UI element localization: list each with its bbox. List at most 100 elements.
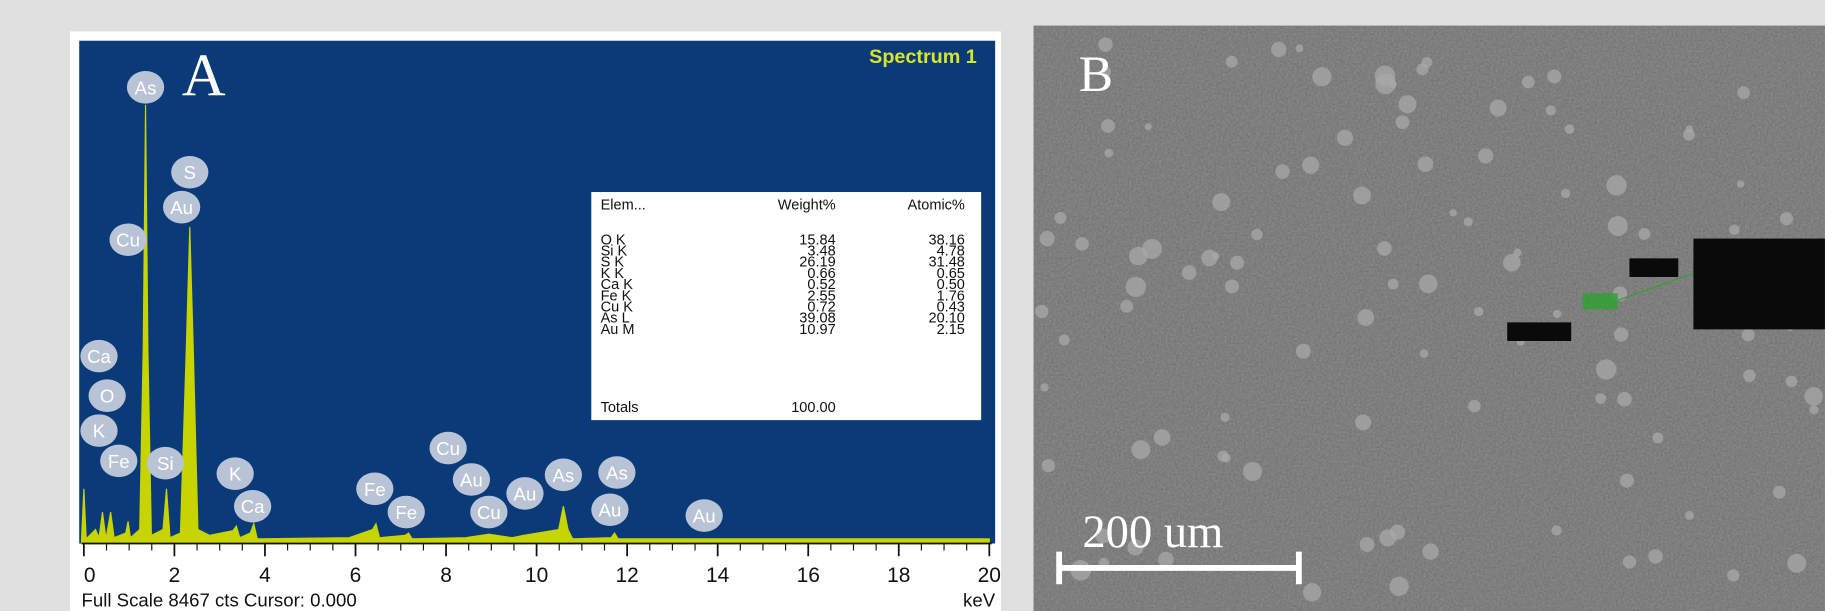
peak-label: Ca: [241, 496, 265, 517]
particle: [1606, 175, 1626, 195]
x-tick-label: 14: [706, 564, 730, 587]
particle: [1302, 157, 1319, 174]
particle: [1303, 583, 1321, 601]
table-cell: Au M: [601, 322, 635, 338]
x-tick-label: 6: [350, 564, 362, 587]
particle: [1035, 305, 1048, 318]
particle: [1353, 187, 1371, 205]
particle: [1296, 44, 1304, 52]
particle: [1120, 300, 1133, 313]
particle: [1218, 451, 1229, 462]
particle: [1212, 252, 1219, 259]
particle: [1375, 66, 1396, 87]
particle: [1040, 231, 1055, 246]
particle: [1416, 63, 1428, 75]
peak-label: Au: [170, 197, 193, 218]
x-tick-label: 4: [259, 564, 271, 587]
particle: [1419, 275, 1438, 294]
peak-label: Si: [157, 453, 174, 474]
particle: [1787, 554, 1806, 573]
table-total: 100.00: [791, 400, 835, 416]
x-tick-label: 12: [615, 564, 638, 587]
particle: [1727, 569, 1739, 581]
particle: [1773, 486, 1786, 499]
particle: [1623, 555, 1636, 568]
particle: [1379, 529, 1396, 546]
peak-label: Au: [460, 469, 483, 490]
table-cell: 2.15: [937, 322, 965, 338]
particle: [1737, 86, 1750, 99]
particle: [1468, 400, 1480, 412]
panel-label: B: [1079, 46, 1113, 103]
peak-label: Cu: [436, 438, 460, 459]
particle: [1420, 349, 1429, 358]
particle: [1522, 76, 1535, 89]
measurement-tag: [1507, 322, 1571, 341]
x-tick-label: 8: [440, 564, 452, 587]
particle: [1551, 525, 1561, 535]
particle: [1355, 414, 1371, 430]
x-unit: keV: [963, 589, 996, 610]
particle: [1561, 189, 1570, 198]
table-total: Totals: [601, 400, 639, 416]
table-header: Atomic%: [908, 197, 965, 213]
particle: [1145, 123, 1152, 130]
peak-label: Au: [599, 500, 622, 521]
particle: [1474, 307, 1483, 316]
peak-label: S: [184, 162, 196, 183]
particle: [1595, 393, 1606, 404]
particle: [1422, 543, 1438, 559]
particle: [1652, 432, 1663, 443]
particle: [1059, 335, 1070, 346]
particle: [1388, 279, 1399, 290]
particle: [1075, 237, 1089, 251]
footer: Full Scale 8467 cts Cursor: 0.000: [82, 589, 357, 610]
particle: [1596, 359, 1616, 379]
measurement-tag: [1629, 258, 1678, 277]
particle: [1142, 239, 1162, 259]
particle: [1271, 42, 1286, 57]
peak-label: Au: [514, 483, 537, 504]
composition-table: [591, 192, 981, 420]
particle: [1275, 164, 1289, 178]
particle: [1450, 209, 1457, 216]
measurement-box: [1693, 239, 1825, 330]
figure: Spectrum 1 A AsSAuCuCaOKFeSiKCaFeFeCuAuC…: [0, 0, 1825, 611]
particle: [1104, 149, 1113, 158]
peak-label: Fe: [108, 451, 130, 472]
particle: [1389, 577, 1408, 596]
peak-label: As: [606, 462, 628, 483]
particle: [1054, 212, 1066, 224]
x-tick-label: 16: [797, 564, 820, 587]
particle: [1565, 124, 1575, 134]
peak-label: As: [552, 465, 574, 486]
particle: [1648, 549, 1663, 564]
particle: [1547, 69, 1561, 83]
peak-label: Cu: [477, 502, 501, 523]
panel-label: A: [182, 42, 226, 109]
particle: [1418, 156, 1434, 172]
particle: [1337, 130, 1353, 146]
particle: [1737, 180, 1744, 187]
particle: [1617, 392, 1632, 407]
particle: [1743, 369, 1756, 382]
particle: [1040, 383, 1048, 391]
particle: [1608, 216, 1628, 236]
x-tick-label: 0: [84, 564, 96, 587]
peak-label: Au: [693, 506, 716, 527]
particle: [1638, 228, 1650, 240]
peak-label: Cu: [116, 230, 140, 251]
particle: [1620, 474, 1634, 488]
particle: [1154, 429, 1171, 446]
particle: [1042, 459, 1055, 472]
particle: [1729, 225, 1739, 235]
particle: [1546, 105, 1556, 115]
particle: [1101, 119, 1115, 133]
table-header: Weight%: [778, 197, 836, 213]
particle: [1226, 56, 1238, 68]
peak-label: Ca: [87, 346, 111, 367]
peak-label: K: [93, 421, 106, 442]
particle: [1809, 405, 1818, 414]
particle: [1513, 249, 1521, 257]
particle: [1243, 462, 1262, 481]
